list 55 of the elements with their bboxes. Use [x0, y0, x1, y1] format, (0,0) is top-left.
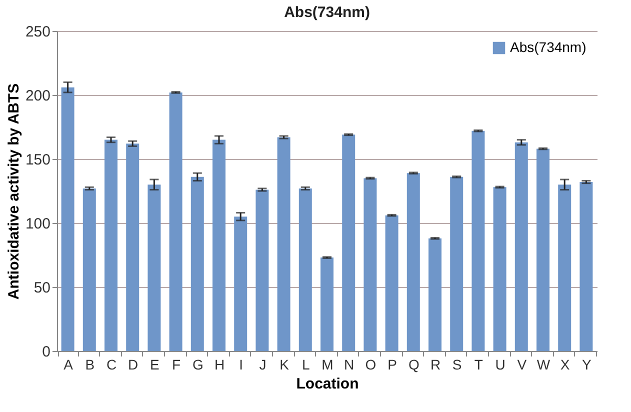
y-tick-label: 250 [25, 24, 50, 40]
x-tick-label: A [64, 356, 74, 372]
x-tick-label: X [560, 356, 570, 372]
x-tick-label: L [302, 356, 310, 372]
x-tick-label: E [150, 356, 160, 372]
x-tick-label: S [452, 356, 462, 372]
bar [190, 176, 204, 351]
bar [493, 187, 506, 351]
bar [234, 216, 248, 351]
y-axis-title: Antioxidative activity by ABTS [5, 83, 22, 300]
y-tick-label: 50 [34, 280, 50, 296]
chart-title: Abs(734nm) [284, 4, 370, 21]
bar [450, 176, 464, 351]
bar [536, 148, 550, 351]
x-tick-label: V [517, 356, 528, 372]
y-tick-label: 150 [25, 152, 50, 168]
x-tick-label: B [85, 356, 95, 372]
bar [148, 184, 161, 351]
bar [364, 178, 377, 351]
x-tick-label: O [365, 356, 376, 372]
bar [580, 182, 593, 351]
x-tick-label: T [474, 356, 484, 372]
x-tick-label: I [239, 356, 244, 372]
x-tick-label: K [280, 356, 290, 372]
bar [406, 173, 420, 351]
bar [169, 92, 182, 351]
x-tick-label: D [128, 356, 138, 372]
x-tick-label: M [322, 356, 334, 372]
x-tick-label: N [344, 356, 354, 372]
bar [558, 184, 572, 351]
x-tick-label: Q [408, 356, 420, 372]
bar [104, 140, 118, 351]
x-axis-title: Location [296, 376, 359, 392]
x-tick-label: J [259, 356, 266, 372]
x-tick-label: U [495, 356, 506, 372]
bar [212, 140, 226, 351]
x-tick-label: W [536, 356, 551, 372]
x-tick-label: R [430, 356, 441, 372]
bar [342, 134, 356, 351]
x-tick-label: Y [582, 356, 592, 372]
bar [126, 144, 140, 351]
x-tick-label: C [106, 356, 117, 372]
y-tick-label: 0 [42, 344, 50, 360]
legend-label: Abs(734nm) [510, 39, 586, 55]
y-tick-label: 200 [25, 88, 50, 104]
y-tick-label: 100 [25, 216, 50, 232]
bar [428, 238, 442, 351]
bar [61, 87, 74, 351]
x-tick-label: P [388, 356, 397, 372]
x-tick-label: F [172, 356, 181, 372]
bar [385, 215, 398, 351]
bar [472, 130, 485, 351]
x-tick-label: H [214, 356, 225, 372]
x-tick-label: G [192, 356, 204, 372]
bar [320, 258, 334, 351]
